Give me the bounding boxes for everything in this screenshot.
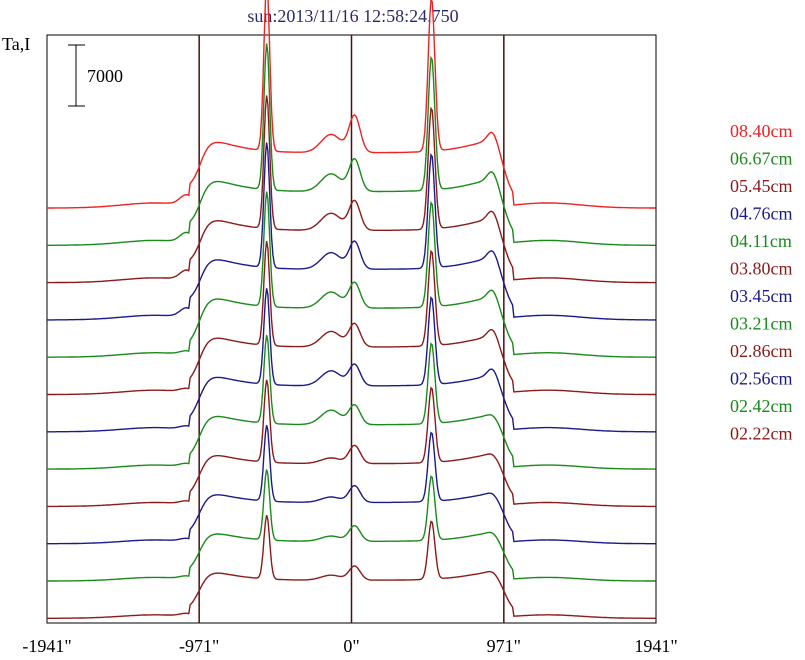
legend-entry-02.56cm: 02.56cm: [730, 369, 793, 389]
x-tick-label-2: 0": [343, 636, 359, 656]
legend-entry-06.67cm: 06.67cm: [730, 149, 793, 169]
legend-entry-02.42cm: 02.42cm: [730, 396, 793, 416]
legend-entry-04.76cm: 04.76cm: [730, 204, 793, 224]
series-line-06.67cm: [47, 43, 656, 246]
legend-entry-03.80cm: 03.80cm: [730, 259, 793, 279]
series-lines: [47, 0, 656, 619]
legend-entry-02.22cm: 02.22cm: [730, 424, 793, 444]
vertical-reference-lines: [198, 35, 505, 623]
scale-bar: 7000: [68, 44, 123, 107]
scale-bar-label: 7000: [87, 66, 123, 86]
legend-entry-05.45cm: 05.45cm: [730, 176, 793, 196]
legend-entry-03.21cm: 03.21cm: [730, 314, 793, 334]
series-line-03.80cm: [47, 240, 656, 396]
series-line-02.22cm: [47, 515, 656, 619]
series-line-03.21cm: [47, 334, 656, 470]
legend-entry-02.86cm: 02.86cm: [730, 341, 793, 361]
y-axis-label: Ta,I: [2, 34, 30, 54]
series-line-02.86cm: [47, 379, 656, 508]
legend-entry-04.11cm: 04.11cm: [730, 231, 792, 251]
series-line-04.11cm: [47, 191, 656, 358]
legend-entry-03.45cm: 03.45cm: [730, 286, 793, 306]
x-tick-label-0: -1941": [22, 636, 71, 656]
x-tick-label-1: -971": [179, 636, 219, 656]
series-line-02.56cm: [47, 425, 656, 545]
legend-entry-08.40cm: 08.40cm: [730, 121, 793, 141]
chart-title: sun:2013/11/16 12:58:24.750: [247, 6, 458, 26]
series-line-08.40cm: [47, 0, 656, 209]
legend: 08.40cm 06.67cm 05.45cm 04.76cm 04.11cm 03.80…: [730, 121, 793, 444]
series-line-04.76cm: [47, 142, 656, 321]
series-line-03.45cm: [47, 288, 656, 433]
x-tick-labels: -1941" -971" 0" 971" 1941": [22, 636, 677, 656]
x-tick-label-3: 971": [487, 636, 521, 656]
x-tick-label-4: 1941": [634, 636, 677, 656]
series-line-02.42cm: [47, 469, 656, 582]
series-line-05.45cm: [47, 95, 656, 284]
